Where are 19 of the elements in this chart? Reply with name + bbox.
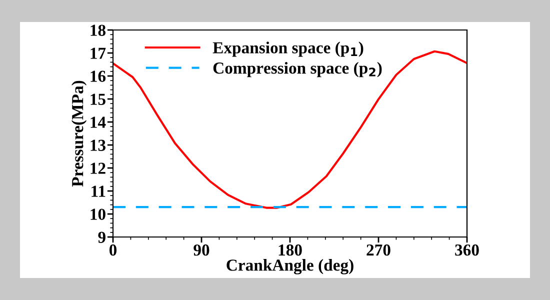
y-tick-label: 10 — [90, 208, 106, 220]
y-tick-label: 9 — [98, 232, 106, 243]
x-tick-label: 90 — [194, 244, 210, 256]
y-tick-label: 12 — [90, 162, 106, 174]
y-tick-label: 15 — [90, 94, 106, 105]
y-tick-label: 16 — [90, 70, 106, 82]
x-tick-label: 180 — [278, 244, 302, 256]
y-tick-label: 14 — [90, 116, 106, 128]
y-tick-label: 11 — [92, 186, 106, 197]
y-tick-label: 13 — [90, 140, 106, 151]
x-axis-title: CrankAngle (deg) — [226, 259, 354, 274]
y-axis-title: Pressure(MPa) — [71, 80, 87, 187]
legend-label: Expansion space (p$_{1}$) — [212, 42, 364, 57]
x-tick-label: 360 — [455, 244, 479, 256]
x-tick-label: 270 — [366, 244, 390, 256]
x-tick-label: 0 — [109, 244, 117, 256]
y-tick-label: 18 — [90, 24, 106, 36]
legend-label: Compression space (p$_{2}$) — [213, 62, 382, 78]
y-tick-label: 17 — [90, 48, 106, 59]
